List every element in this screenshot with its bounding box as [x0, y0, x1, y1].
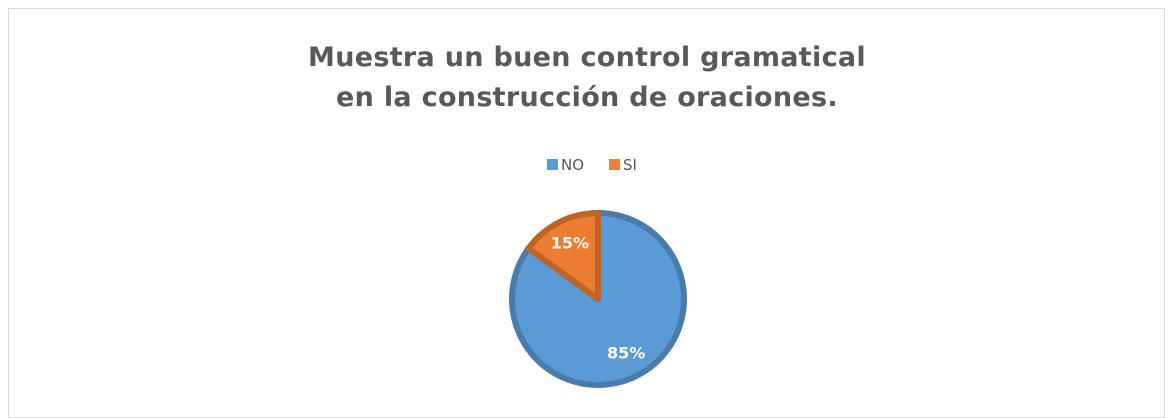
legend-label: SI	[623, 156, 637, 174]
data-label: 15%	[551, 233, 589, 252]
data-label: 85%	[607, 344, 645, 363]
legend-label: NO	[561, 156, 584, 174]
legend-swatch	[547, 159, 558, 170]
legend-swatch	[609, 159, 620, 170]
pie-slice	[525, 210, 601, 302]
chart-title: Muestra un buen control gramatical en la…	[308, 42, 866, 113]
